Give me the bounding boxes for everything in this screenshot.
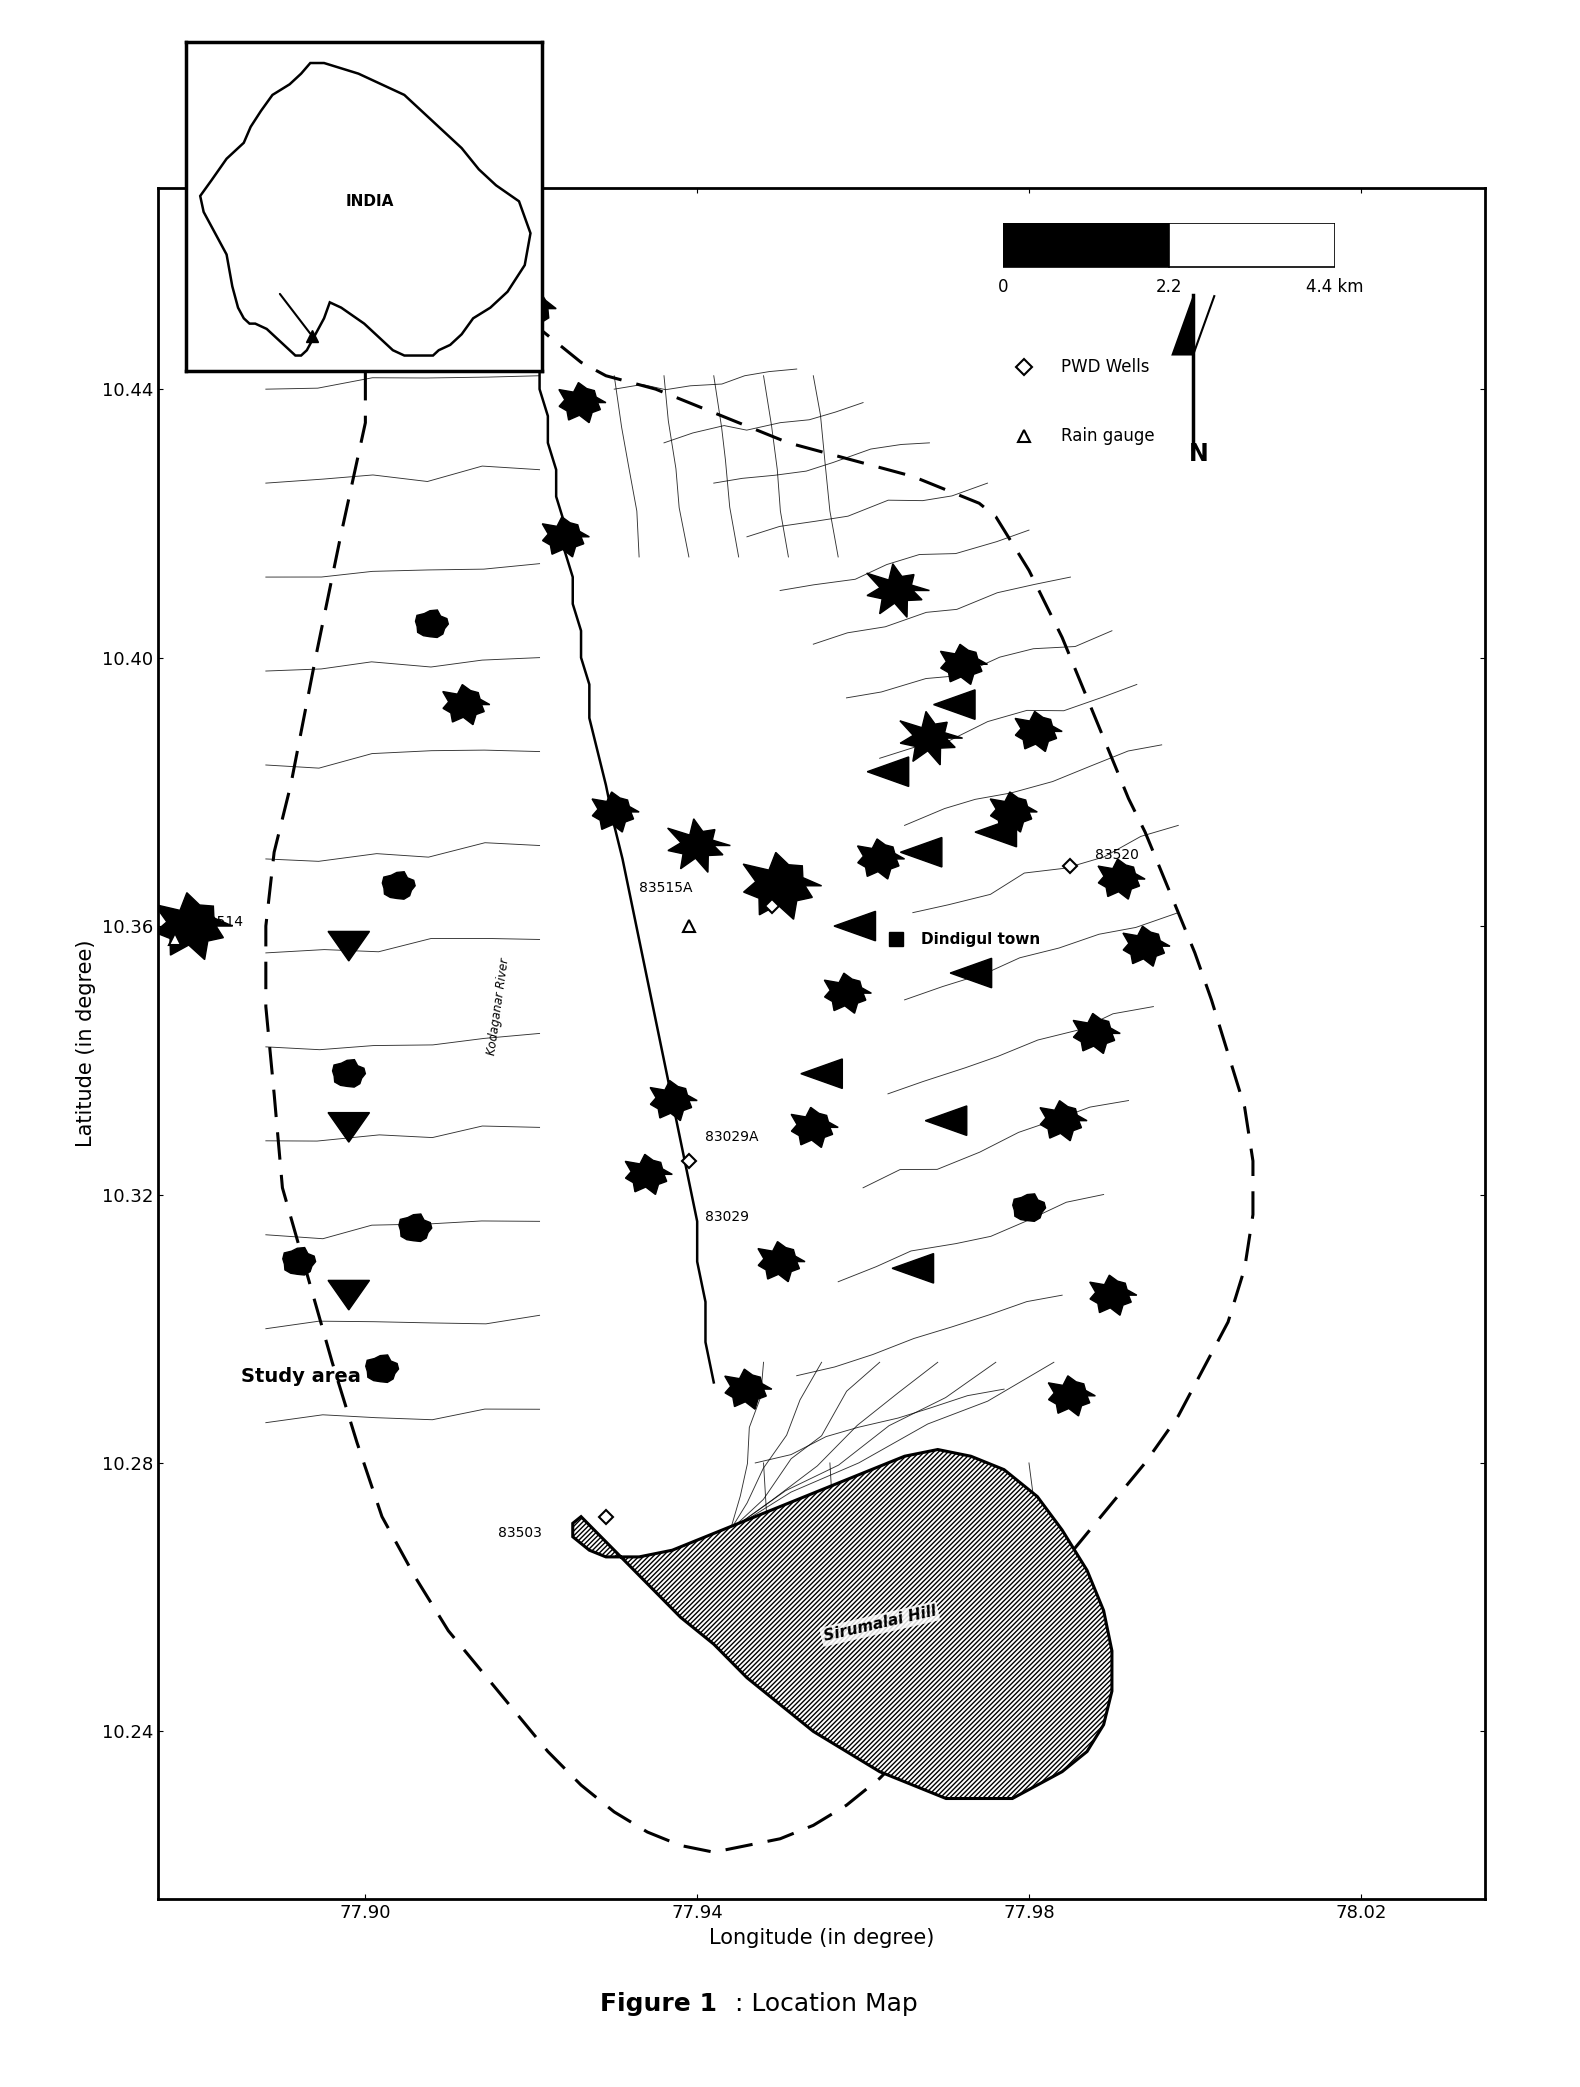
Polygon shape [792, 1108, 837, 1148]
Polygon shape [1073, 1014, 1120, 1054]
Text: 4.4 km: 4.4 km [1307, 278, 1364, 296]
Polygon shape [365, 1354, 398, 1382]
Polygon shape [332, 1060, 365, 1087]
Polygon shape [975, 818, 1016, 847]
Polygon shape [867, 563, 929, 618]
Bar [1003, 223, 1169, 267]
Polygon shape [592, 791, 640, 833]
Text: 83029: 83029 [706, 1210, 749, 1225]
Polygon shape [725, 1369, 771, 1409]
Text: INDIA: INDIA [346, 194, 393, 209]
Text: 83515A: 83515A [638, 881, 692, 895]
Text: : Location Map: : Location Map [735, 1991, 918, 2016]
Text: 2.2: 2.2 [1157, 278, 1182, 296]
Text: Rain gauge: Rain gauge [1060, 428, 1155, 445]
Polygon shape [834, 912, 875, 941]
Polygon shape [758, 1242, 806, 1281]
Polygon shape [283, 1248, 316, 1275]
Polygon shape [329, 1281, 370, 1311]
Polygon shape [626, 1154, 673, 1194]
Polygon shape [940, 645, 988, 685]
Polygon shape [329, 1112, 370, 1142]
Text: PWD Wells: PWD Wells [1060, 359, 1149, 376]
Polygon shape [649, 1081, 697, 1121]
X-axis label: Longitude (in degree): Longitude (in degree) [709, 1928, 934, 1947]
Text: Study area: Study area [242, 1367, 360, 1386]
Polygon shape [398, 1215, 431, 1242]
Polygon shape [155, 893, 232, 960]
Polygon shape [442, 685, 490, 724]
Polygon shape [493, 282, 556, 336]
Polygon shape [1090, 1275, 1136, 1315]
Polygon shape [1013, 1194, 1046, 1221]
Y-axis label: Latitude (in degree): Latitude (in degree) [76, 939, 96, 1148]
Polygon shape [825, 973, 871, 1014]
Text: N: N [1190, 442, 1209, 465]
Polygon shape [329, 931, 370, 960]
Polygon shape [901, 712, 962, 766]
Polygon shape [1171, 294, 1193, 355]
Polygon shape [926, 1106, 967, 1135]
Polygon shape [1048, 1375, 1095, 1415]
Polygon shape [867, 758, 908, 787]
Text: Figure 1: Figure 1 [600, 1991, 717, 2016]
Polygon shape [893, 1254, 934, 1284]
Bar [1169, 223, 1335, 267]
Polygon shape [901, 837, 942, 866]
Polygon shape [950, 958, 992, 987]
Polygon shape [542, 518, 589, 557]
Text: 83514: 83514 [199, 914, 243, 929]
Polygon shape [743, 851, 822, 918]
Text: Sirumalai Hill: Sirumalai Hill [822, 1603, 937, 1645]
Polygon shape [1040, 1100, 1087, 1142]
Text: Dindigul town: Dindigul town [921, 933, 1040, 947]
Text: 83503: 83503 [498, 1526, 542, 1540]
Polygon shape [572, 1450, 1112, 1799]
Polygon shape [1098, 860, 1146, 899]
Text: 0: 0 [999, 278, 1008, 296]
Text: Kodaganar River: Kodaganar River [485, 958, 512, 1056]
Polygon shape [382, 872, 416, 899]
Polygon shape [668, 818, 730, 872]
Polygon shape [801, 1058, 842, 1089]
Polygon shape [991, 791, 1038, 833]
Polygon shape [416, 609, 449, 637]
Polygon shape [1014, 712, 1062, 751]
Polygon shape [201, 63, 531, 355]
Polygon shape [858, 839, 905, 879]
Polygon shape [1123, 927, 1169, 966]
Polygon shape [934, 691, 975, 720]
Polygon shape [559, 382, 607, 424]
Text: 83520: 83520 [1095, 847, 1139, 862]
Polygon shape [1193, 294, 1215, 355]
Text: 83029A: 83029A [705, 1129, 758, 1144]
